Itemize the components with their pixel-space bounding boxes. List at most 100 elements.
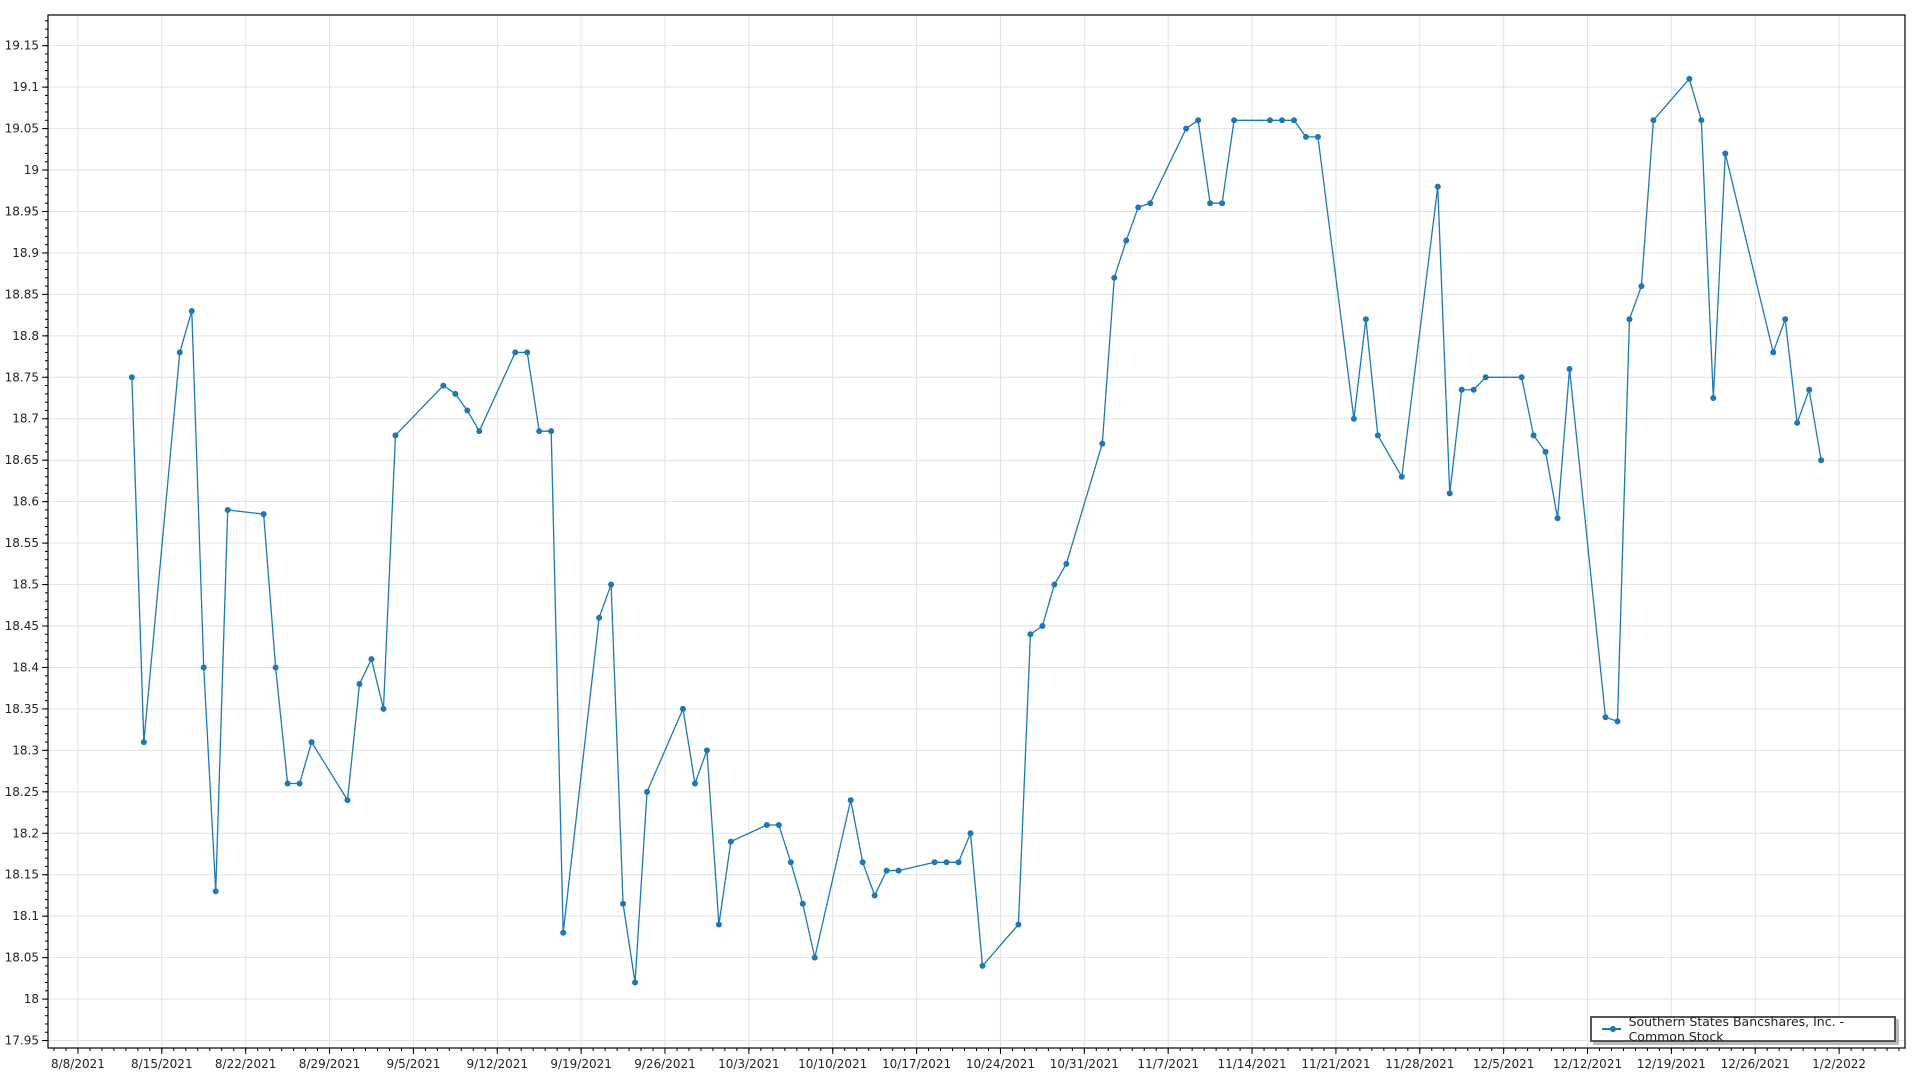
y-tick-label: 18.85: [5, 287, 39, 301]
data-point: [1314, 133, 1321, 140]
data-point: [452, 390, 459, 397]
data-point: [943, 859, 950, 866]
x-tick-label: 11/21/2021: [1301, 1057, 1370, 1071]
data-point: [548, 428, 555, 435]
data-point: [871, 892, 878, 899]
x-tick-label: 9/26/2021: [634, 1057, 696, 1071]
x-tick-label: 11/7/2021: [1137, 1057, 1199, 1071]
data-point: [1195, 117, 1202, 124]
y-tick-label: 18.25: [5, 785, 39, 799]
data-point: [356, 681, 363, 688]
data-point: [560, 929, 567, 936]
data-point: [1650, 117, 1657, 124]
data-point: [344, 797, 351, 804]
data-point: [308, 739, 315, 746]
y-tick-label: 18.95: [5, 204, 39, 218]
data-point: [536, 428, 543, 435]
y-tick-label: 18.4: [12, 660, 39, 674]
data-point: [284, 780, 291, 787]
y-tick-label: 19: [24, 163, 39, 177]
data-point: [128, 374, 135, 381]
data-point: [1267, 117, 1274, 124]
data-point: [464, 407, 471, 414]
data-point: [200, 664, 207, 671]
data-point: [1039, 623, 1046, 630]
data-point: [691, 780, 698, 787]
y-tick-label: 18.9: [12, 246, 39, 260]
data-point: [715, 921, 722, 928]
data-point: [1207, 200, 1214, 207]
x-axis: 8/8/2021 8/15/2021 8/22/2021 8/29/2021 9/5/2…: [51, 1048, 1900, 1071]
data-point: [1806, 386, 1813, 393]
x-tick-label: 11/14/2021: [1217, 1057, 1286, 1071]
data-point: [512, 349, 519, 356]
data-point: [1147, 200, 1154, 207]
data-point: [679, 705, 686, 712]
data-point: [895, 867, 902, 874]
legend: Southern States Bancshares, Inc. - Commo…: [1590, 1014, 1896, 1044]
data-point: [1183, 125, 1190, 132]
y-tick-label: 18: [24, 992, 39, 1006]
y-tick-label: 18.6: [12, 495, 39, 509]
data-point: [1470, 386, 1477, 393]
data-point: [1350, 415, 1357, 422]
data-point: [596, 614, 603, 621]
data-point: [931, 859, 938, 866]
data-point: [524, 349, 531, 356]
data-point: [644, 788, 651, 795]
data-point: [260, 511, 267, 518]
y-tick-label: 18.35: [5, 702, 39, 716]
data-point: [811, 954, 818, 961]
data-point: [1111, 274, 1118, 281]
x-tick-label: 1/2/2022: [1812, 1057, 1866, 1071]
y-tick-label: 18.65: [5, 453, 39, 467]
y-axis: 17.95 18 18.05 18.1 18.15 18.2 18.25 18.3 18.35 1…: [5, 20, 48, 1048]
data-point: [392, 432, 399, 439]
x-tick-label: 8/8/2021: [51, 1057, 105, 1071]
legend-line-marker-icon: [1602, 1026, 1621, 1032]
data-point: [1302, 133, 1309, 140]
y-tick-label: 19.15: [5, 39, 39, 53]
data-point: [1482, 374, 1489, 381]
x-tick-label: 11/28/2021: [1385, 1057, 1454, 1071]
data-point: [1015, 921, 1022, 928]
data-point: [440, 382, 447, 389]
x-tick-label: 8/22/2021: [215, 1057, 277, 1071]
data-point: [787, 859, 794, 866]
data-point: [380, 705, 387, 712]
x-tick-label: 12/19/2021: [1637, 1057, 1706, 1071]
data-point: [1722, 150, 1729, 157]
data-point: [1027, 631, 1034, 638]
x-tick-label: 12/5/2021: [1473, 1057, 1535, 1071]
data-point: [1279, 117, 1286, 124]
data-point: [1698, 117, 1705, 124]
y-tick-label: 18.3: [12, 743, 39, 757]
x-tick-label: 10/17/2021: [882, 1057, 951, 1071]
y-tick-label: 18.2: [12, 826, 39, 840]
data-point: [1374, 432, 1381, 439]
x-tick-label: 10/31/2021: [1050, 1057, 1119, 1071]
data-point: [799, 900, 806, 907]
y-tick-label: 18.55: [5, 536, 39, 550]
data-point: [1818, 457, 1825, 464]
data-point: [1710, 395, 1717, 402]
data-point: [955, 859, 962, 866]
x-tick-label: 9/19/2021: [550, 1057, 612, 1071]
x-tick-label: 10/24/2021: [966, 1057, 1035, 1071]
data-point: [1458, 386, 1465, 393]
y-tick-label: 18.05: [5, 951, 39, 965]
x-tick-label: 12/26/2021: [1721, 1057, 1790, 1071]
data-point: [212, 888, 219, 895]
data-point: [847, 797, 854, 804]
data-point: [1219, 200, 1226, 207]
data-point: [368, 656, 375, 663]
data-point: [1686, 75, 1693, 82]
data-point: [775, 821, 782, 828]
data-point: [1135, 204, 1142, 211]
legend-label: Southern States Bancshares, Inc. - Commo…: [1628, 1014, 1845, 1044]
y-tick-label: 19.1: [12, 80, 39, 94]
data-point: [1566, 366, 1573, 373]
data-point: [1794, 419, 1801, 426]
x-tick-label: 10/10/2021: [798, 1057, 867, 1071]
